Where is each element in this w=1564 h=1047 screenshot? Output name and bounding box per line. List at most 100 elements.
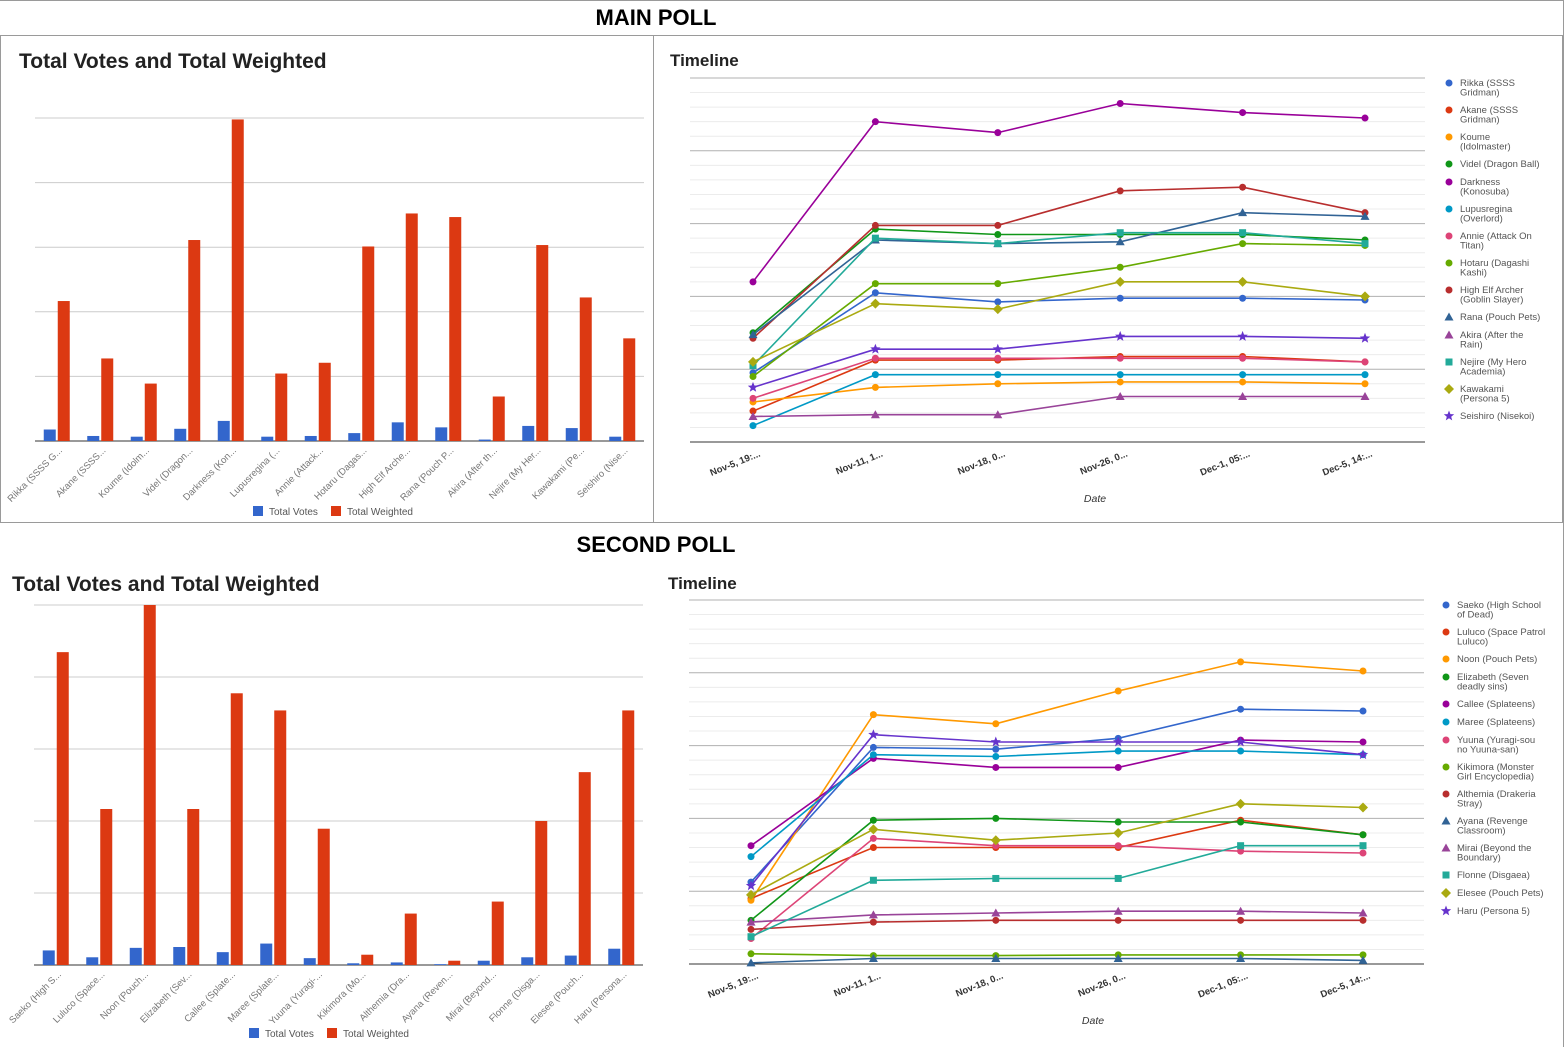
series-line [752, 186, 1366, 339]
series-line [752, 231, 1366, 367]
data-point [869, 834, 877, 842]
data-point [1237, 847, 1245, 855]
data-point [871, 383, 879, 391]
legend-marker [1444, 384, 1454, 394]
total-votes-bar [521, 957, 534, 965]
legend-label: (Konosuba) [1460, 187, 1509, 198]
legend-label: Academia) [1460, 367, 1505, 378]
legend-label: Rikka (SSSS [1460, 78, 1515, 89]
total-votes-bar [391, 422, 404, 441]
legend-label: Gridman) [1460, 88, 1500, 99]
data-point [1116, 99, 1124, 107]
data-point [1359, 738, 1367, 746]
data-point [871, 354, 879, 362]
total-weighted-bar [362, 246, 375, 441]
data-point [869, 876, 877, 884]
legend-label: Rana (Pouch Pets) [1460, 312, 1540, 323]
legend-marker [1445, 259, 1453, 267]
legend-marker [1442, 673, 1450, 681]
data-point [747, 381, 759, 392]
total-votes-bar [87, 435, 100, 441]
legend-marker [1442, 871, 1450, 879]
data-point [871, 280, 879, 288]
data-point [1113, 827, 1124, 838]
legend-label: Elesee (Pouch Pets) [1457, 888, 1544, 899]
legend-label: Nejire (My Hero [1460, 357, 1527, 368]
data-point [1238, 392, 1248, 400]
legend-marker [1442, 700, 1450, 708]
data-point [747, 842, 755, 850]
data-point [1113, 906, 1123, 915]
series-line [752, 211, 1366, 336]
series-line [752, 373, 1365, 427]
legend-marker [1442, 718, 1450, 726]
data-point [992, 343, 1003, 354]
data-point [868, 910, 878, 919]
data-point [1237, 747, 1245, 755]
legend-label: Althemia (Drakeria [1457, 789, 1536, 800]
data-point [1115, 276, 1126, 287]
series-line [752, 242, 1366, 378]
data-point [1239, 354, 1247, 362]
data-point [870, 298, 881, 309]
legend-label: Kawakami [1460, 384, 1504, 395]
data-point [748, 356, 758, 367]
data-point [992, 874, 1000, 882]
legend-swatch-total-votes [253, 506, 263, 516]
x-tick-label: Dec-1, 05:... [1197, 971, 1250, 1001]
legend-label: no Yuuna-san) [1457, 745, 1519, 756]
data-point [870, 343, 881, 354]
data-point [992, 753, 1000, 761]
legend-label: Darkness [1460, 177, 1500, 188]
total-weighted-bar [317, 828, 330, 965]
data-point [1359, 707, 1367, 715]
x-tick-label: Nov-5, 19:... [707, 971, 761, 1001]
data-point [1361, 358, 1369, 366]
legend-marker [1443, 410, 1455, 421]
data-point [990, 835, 1001, 846]
legend-marker [1445, 286, 1453, 294]
series-line [752, 281, 1366, 363]
total-votes-bar [304, 435, 317, 441]
legend-label: Callee (Splateens) [1457, 699, 1535, 710]
data-point [1115, 237, 1125, 246]
data-point [868, 729, 879, 740]
legend-label: of Dead) [1457, 610, 1493, 621]
legend-label: (Goblin Slayer) [1460, 295, 1523, 306]
data-point [994, 298, 1002, 306]
total-weighted-bar [231, 119, 244, 442]
data-point [748, 412, 758, 421]
total-weighted-bar [622, 710, 635, 965]
series-line [750, 919, 1363, 931]
legend-label: Rain) [1460, 340, 1483, 351]
legend-marker [1444, 330, 1454, 339]
total-votes-bar [303, 958, 316, 965]
data-point [994, 221, 1002, 229]
legend-swatch-total-weighted [331, 506, 341, 516]
data-point [1237, 276, 1248, 287]
series-line [750, 953, 1363, 957]
legend-label: Saeko (High School [1457, 600, 1541, 611]
total-weighted-bar [188, 240, 201, 441]
legend-marker [1442, 655, 1450, 663]
data-point [747, 925, 755, 933]
legend-label: Maree (Splateens) [1457, 717, 1535, 728]
data-point [994, 371, 1002, 379]
series-line [750, 910, 1364, 923]
data-point [869, 816, 877, 824]
legend-marker [1445, 178, 1453, 186]
series-line [752, 357, 1366, 400]
total-votes-bar [174, 428, 187, 441]
legend-label: Kikimora (Monster [1457, 762, 1534, 773]
main-line-chart: Nov-5, 19:... Nov-11, 1... Nov-18, 0... Nov… [690, 77, 1540, 505]
data-point [1239, 109, 1247, 117]
data-point [1116, 263, 1124, 271]
total-votes-bar [216, 952, 229, 965]
total-votes-bar [43, 429, 56, 441]
x-tick-label: Nov-26, 0... [1077, 971, 1128, 1000]
total-weighted-bar [144, 383, 157, 441]
legend-swatch-total-votes [249, 1028, 259, 1038]
legend-label: Haru (Persona 5) [1457, 906, 1530, 917]
x-tick-label: Dec-5, 14:... [1319, 971, 1372, 1001]
x-tick-label: Nov-11, 1... [834, 449, 884, 478]
